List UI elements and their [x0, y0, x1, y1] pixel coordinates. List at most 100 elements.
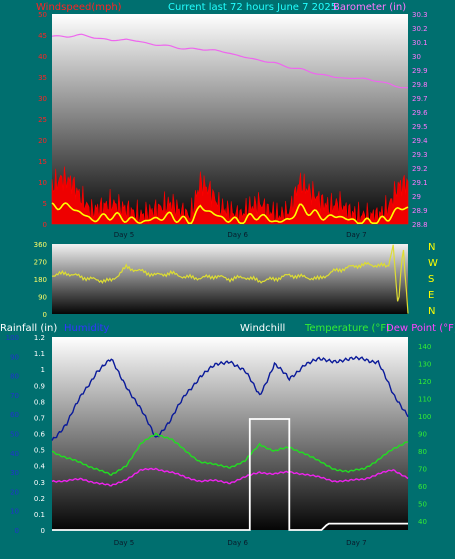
windspeed-header: Windspeed(mph) — [36, 2, 122, 13]
temperature-tick-label: 130 — [418, 360, 431, 368]
rainfall-tick-label: 0.1 — [34, 511, 45, 519]
humidity-series — [51, 355, 409, 441]
windspeed-series — [51, 166, 409, 225]
wind-baro-plot — [52, 14, 408, 224]
temperature-tick-label: 100 — [418, 413, 431, 421]
direction-plot — [52, 244, 408, 314]
direction-tick-label: 0 — [43, 311, 47, 319]
barometer-tick-label: 30.1 — [412, 39, 428, 47]
barometer-series — [51, 33, 408, 89]
rainfall-tick-label: 0.4 — [34, 463, 46, 471]
temperature-tick-label: 50 — [418, 501, 427, 509]
humidity-tick-label: 20 — [10, 488, 19, 496]
chart-title: Current last 72 hours June 7 2025 — [168, 2, 337, 13]
direction-tick-label: 270 — [34, 259, 47, 267]
windspeed-tick-label: 25 — [38, 116, 47, 124]
barometer-tick-label: 29.2 — [412, 165, 428, 173]
temperature-series — [52, 432, 409, 477]
windspeed-tick-label: 40 — [38, 53, 47, 61]
temperature-tick-label: 80 — [418, 448, 427, 456]
humidity-tick-label: 100 — [6, 334, 19, 342]
humidity-tick-label: 60 — [10, 411, 19, 419]
windspeed-tick-label: 5 — [43, 200, 47, 208]
barometer-tick-label: 29.7 — [412, 95, 428, 103]
windchill-label: Windchill — [240, 323, 285, 334]
rainfall-tick-label: 0.3 — [34, 479, 45, 487]
rainfall-tick-label: 0.6 — [34, 431, 46, 439]
chart-marks: 0510152025303540455028.828.92929.129.229… — [6, 11, 432, 547]
temperature-label: Temperature (°F) — [304, 323, 390, 334]
x-tick-label: Day 7 — [346, 231, 367, 239]
windspeed-tick-label: 20 — [38, 137, 47, 145]
rainfall-tick-label: 1.2 — [34, 334, 45, 342]
compass-n-top: N — [428, 242, 435, 253]
windspeed-tick-label: 35 — [38, 74, 47, 82]
barometer-tick-label: 29.6 — [412, 109, 428, 117]
barometer-header: Barometer (in) — [333, 2, 406, 13]
compass-w: W — [428, 258, 438, 269]
rainfall-tick-label: 1.1 — [34, 350, 45, 358]
humidity-tick-label: 70 — [10, 392, 19, 400]
direction-tick-label: 90 — [38, 294, 47, 302]
windspeed-tick-label: 15 — [38, 158, 47, 166]
direction-tick-label: 180 — [34, 276, 47, 284]
rainfall-tick-label: 1 — [41, 366, 45, 374]
barometer-tick-label: 30.2 — [412, 25, 428, 33]
x-tick-label: Day 5 — [114, 539, 135, 547]
barometer-tick-label: 30.3 — [412, 11, 428, 19]
barometer-tick-label: 28.9 — [412, 207, 428, 215]
humidity-tick-label: 10 — [10, 508, 19, 516]
humidity-tick-label: 40 — [10, 450, 19, 458]
rainfall-series — [52, 418, 408, 531]
barometer-tick-label: 28.8 — [412, 221, 428, 229]
humidity-tick-label: 80 — [10, 373, 19, 381]
humidity-tick-label: 30 — [10, 469, 19, 477]
temperature-tick-label: 70 — [418, 466, 427, 474]
temperature-tick-label: 40 — [418, 518, 427, 526]
temperature-tick-label: 60 — [418, 483, 427, 491]
windspeed-tick-label: 0 — [43, 221, 47, 229]
x-tick-label: Day 6 — [227, 539, 248, 547]
wind-direction-series — [51, 244, 409, 314]
temperature-tick-label: 110 — [418, 395, 431, 403]
humidity-tick-label: 90 — [10, 353, 19, 361]
rainfall-tick-label: 0.8 — [34, 398, 45, 406]
rainfall-tick-label: 0.9 — [34, 382, 45, 390]
windspeed-tick-label: 30 — [38, 95, 47, 103]
barometer-tick-label: 30 — [412, 53, 421, 61]
temperature-tick-label: 140 — [418, 343, 431, 351]
barometer-tick-label: 29.8 — [412, 81, 428, 89]
humidity-tick-label: 50 — [10, 431, 19, 439]
rainfall-label: Rainfall (in) — [0, 323, 57, 334]
barometer-tick-label: 29.9 — [412, 67, 428, 75]
compass-e: E — [428, 290, 434, 301]
windspeed-average-series — [51, 202, 409, 224]
direction-tick-label: 360 — [34, 241, 47, 249]
x-tick-label: Day 7 — [346, 539, 367, 547]
temperature-tick-label: 90 — [418, 431, 427, 439]
barometer-tick-label: 29.3 — [412, 151, 428, 159]
dewpoint-label: Dew Point (°F) — [386, 323, 455, 334]
dewpoint-series — [51, 467, 409, 487]
barometer-tick-label: 29 — [412, 193, 421, 201]
barometer-tick-label: 29.1 — [412, 179, 428, 187]
compass-n-bottom: N — [428, 306, 435, 317]
rainfall-tick-label: 0.5 — [34, 447, 45, 455]
x-tick-label: Day 5 — [114, 231, 135, 239]
x-tick-label: Day 6 — [227, 231, 248, 239]
humidity-tick-label: 0 — [15, 527, 19, 535]
barometer-tick-label: 29.5 — [412, 123, 428, 131]
windspeed-tick-label: 45 — [38, 32, 47, 40]
barometer-tick-label: 29.4 — [412, 137, 428, 145]
humidity-label: Humidity — [64, 323, 109, 334]
temperature-tick-label: 120 — [418, 378, 431, 386]
rainfall-tick-label: 0.2 — [34, 495, 45, 503]
rainfall-tick-label: 0.7 — [34, 414, 45, 422]
rainfall-tick-label: 0 — [41, 527, 45, 535]
compass-s: S — [428, 274, 434, 285]
climate-plot — [52, 337, 408, 530]
windspeed-tick-label: 50 — [38, 11, 47, 19]
windspeed-tick-label: 10 — [38, 179, 47, 187]
